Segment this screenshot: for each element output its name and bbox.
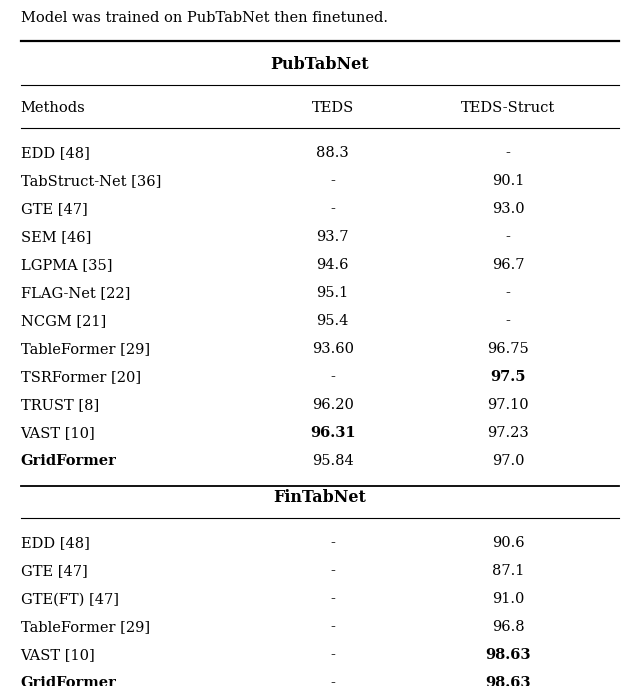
Text: GTE(FT) [47]: GTE(FT) [47] bbox=[20, 592, 118, 606]
Text: GridFormer: GridFormer bbox=[20, 676, 116, 686]
Text: 98.63: 98.63 bbox=[485, 648, 531, 663]
Text: 90.1: 90.1 bbox=[492, 174, 524, 188]
Text: SEM [46]: SEM [46] bbox=[20, 230, 91, 244]
Text: PubTabNet: PubTabNet bbox=[271, 56, 369, 73]
Text: 98.63: 98.63 bbox=[485, 676, 531, 686]
Text: 94.6: 94.6 bbox=[317, 259, 349, 272]
Text: TableFormer [29]: TableFormer [29] bbox=[20, 342, 150, 357]
Text: 96.8: 96.8 bbox=[492, 620, 524, 635]
Text: TabStruct-Net [36]: TabStruct-Net [36] bbox=[20, 174, 161, 188]
Text: 95.84: 95.84 bbox=[312, 454, 354, 469]
Text: TEDS-Struct: TEDS-Struct bbox=[461, 102, 555, 115]
Text: -: - bbox=[330, 676, 335, 686]
Text: TSRFormer [20]: TSRFormer [20] bbox=[20, 370, 141, 384]
Text: -: - bbox=[330, 370, 335, 384]
Text: -: - bbox=[506, 286, 511, 300]
Text: TEDS: TEDS bbox=[312, 102, 354, 115]
Text: 93.7: 93.7 bbox=[317, 230, 349, 244]
Text: TableFormer [29]: TableFormer [29] bbox=[20, 620, 150, 635]
Text: 88.3: 88.3 bbox=[316, 146, 349, 161]
Text: 95.4: 95.4 bbox=[317, 314, 349, 329]
Text: 97.23: 97.23 bbox=[487, 427, 529, 440]
Text: -: - bbox=[330, 536, 335, 550]
Text: -: - bbox=[506, 230, 511, 244]
Text: -: - bbox=[330, 202, 335, 216]
Text: VAST [10]: VAST [10] bbox=[20, 648, 95, 663]
Text: 90.6: 90.6 bbox=[492, 536, 524, 550]
Text: LGPMA [35]: LGPMA [35] bbox=[20, 259, 112, 272]
Text: FinTabNet: FinTabNet bbox=[273, 489, 367, 506]
Text: 97.5: 97.5 bbox=[490, 370, 525, 384]
Text: FLAG-Net [22]: FLAG-Net [22] bbox=[20, 286, 130, 300]
Text: GridFormer: GridFormer bbox=[20, 454, 116, 469]
Text: 96.7: 96.7 bbox=[492, 259, 524, 272]
Text: -: - bbox=[330, 565, 335, 578]
Text: Model was trained on PubTabNet then finetuned.: Model was trained on PubTabNet then fine… bbox=[20, 11, 387, 25]
Text: 96.31: 96.31 bbox=[310, 427, 356, 440]
Text: Methods: Methods bbox=[20, 102, 85, 115]
Text: EDD [48]: EDD [48] bbox=[20, 536, 90, 550]
Text: -: - bbox=[330, 648, 335, 663]
Text: 93.60: 93.60 bbox=[312, 342, 354, 357]
Text: TRUST [8]: TRUST [8] bbox=[20, 399, 99, 412]
Text: 96.75: 96.75 bbox=[487, 342, 529, 357]
Text: -: - bbox=[506, 314, 511, 329]
Text: VAST [10]: VAST [10] bbox=[20, 427, 95, 440]
Text: 93.0: 93.0 bbox=[492, 202, 524, 216]
Text: 96.20: 96.20 bbox=[312, 399, 354, 412]
Text: -: - bbox=[330, 592, 335, 606]
Text: -: - bbox=[330, 174, 335, 188]
Text: NCGM [21]: NCGM [21] bbox=[20, 314, 106, 329]
Text: EDD [48]: EDD [48] bbox=[20, 146, 90, 161]
Text: 97.0: 97.0 bbox=[492, 454, 524, 469]
Text: 87.1: 87.1 bbox=[492, 565, 524, 578]
Text: 91.0: 91.0 bbox=[492, 592, 524, 606]
Text: 97.10: 97.10 bbox=[487, 399, 529, 412]
Text: 95.1: 95.1 bbox=[317, 286, 349, 300]
Text: GTE [47]: GTE [47] bbox=[20, 202, 87, 216]
Text: -: - bbox=[506, 146, 511, 161]
Text: GTE [47]: GTE [47] bbox=[20, 565, 87, 578]
Text: -: - bbox=[330, 620, 335, 635]
